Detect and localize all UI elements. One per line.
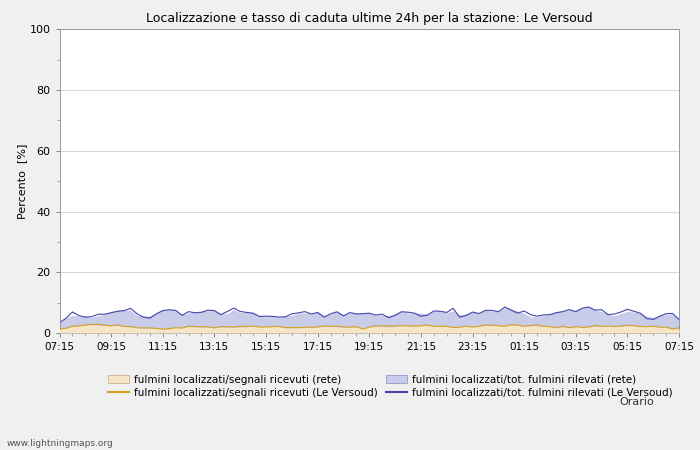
Legend: fulmini localizzati/segnali ricevuti (rete), fulmini localizzati/segnali ricevut: fulmini localizzati/segnali ricevuti (re… bbox=[108, 375, 673, 398]
Text: Orario: Orario bbox=[620, 397, 654, 407]
Y-axis label: Percento  [%]: Percento [%] bbox=[17, 144, 27, 219]
Text: www.lightningmaps.org: www.lightningmaps.org bbox=[7, 439, 113, 448]
Title: Localizzazione e tasso di caduta ultime 24h per la stazione: Le Versoud: Localizzazione e tasso di caduta ultime … bbox=[146, 12, 593, 25]
